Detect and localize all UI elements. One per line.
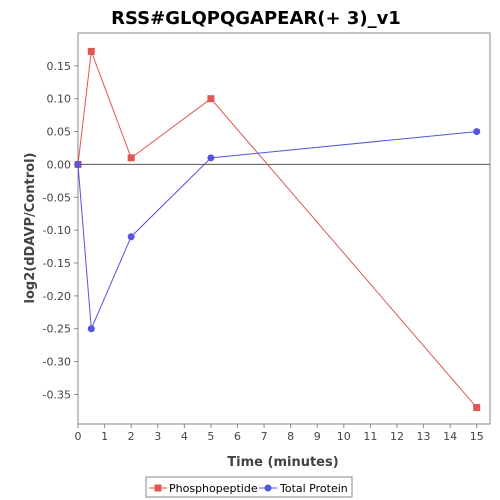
x-tick-label: 1 — [101, 430, 108, 443]
y-tick-label: 0.10 — [47, 93, 72, 106]
x-tick-label: 4 — [181, 430, 188, 443]
x-axis-label: Time (minutes) — [227, 455, 338, 470]
x-tick-label: 12 — [390, 430, 404, 443]
data-point-phosphopeptide — [87, 47, 95, 55]
y-axis: 0.15 0.10 0.05 0.00 -0.05 -0.10 -0.15 -0.20 -0.2… — [43, 60, 78, 401]
x-tick-label: 14 — [443, 430, 457, 443]
legend-label-total-protein: Total Protein — [279, 482, 348, 495]
data-point-total-protein — [87, 325, 95, 333]
y-tick-label: -0.05 — [43, 191, 71, 204]
x-tick-label: 9 — [314, 430, 321, 443]
x-axis: 0 1 2 3 4 5 6 7 8 9 10 11 12 13 14 15 — [75, 424, 484, 443]
y-tick-label: -0.15 — [43, 257, 71, 270]
y-axis-label: log2(dDAVP/Control) — [23, 153, 38, 304]
x-tick-label: 11 — [363, 430, 377, 443]
x-tick-label: 2 — [128, 430, 135, 443]
plot-area — [77, 32, 491, 425]
y-tick-label: 0.00 — [47, 158, 72, 171]
y-tick-label: -0.25 — [43, 323, 71, 336]
legend-box — [145, 476, 353, 498]
x-tick-label: 0 — [75, 430, 82, 443]
x-tick-label: 6 — [234, 430, 241, 443]
data-point-phosphopeptide — [473, 404, 481, 412]
data-point-phosphopeptide — [127, 154, 135, 162]
data-point-phosphopeptide — [207, 95, 215, 103]
data-point-total-protein — [74, 160, 82, 168]
legend-marker-phosphopeptide — [154, 484, 162, 492]
x-tick-label: 7 — [261, 430, 268, 443]
x-tick-label: 3 — [154, 430, 161, 443]
x-tick-label: 13 — [417, 430, 431, 443]
y-tick-label: -0.20 — [43, 290, 71, 303]
y-tick-label: -0.10 — [43, 224, 71, 237]
series-layer — [74, 47, 481, 412]
chart-title: RSS#GLQPQGAPEAR(+ 3)_v1 — [111, 8, 401, 29]
legend: Phosphopeptide Total Protein — [145, 476, 353, 498]
data-point-total-protein — [207, 154, 215, 162]
x-tick-label: 8 — [287, 430, 294, 443]
x-tick-label: 15 — [470, 430, 484, 443]
y-tick-label: 0.05 — [47, 126, 72, 139]
x-tick-label: 5 — [207, 430, 214, 443]
data-point-total-protein — [473, 128, 481, 136]
data-point-total-protein — [127, 233, 135, 241]
legend-marker-total-protein — [264, 484, 272, 492]
y-tick-label: 0.15 — [47, 60, 72, 73]
y-tick-label: -0.30 — [43, 356, 71, 369]
legend-label-phosphopeptide: Phosphopeptide — [169, 482, 258, 495]
x-tick-label: 10 — [337, 430, 351, 443]
y-tick-label: -0.35 — [43, 388, 71, 401]
